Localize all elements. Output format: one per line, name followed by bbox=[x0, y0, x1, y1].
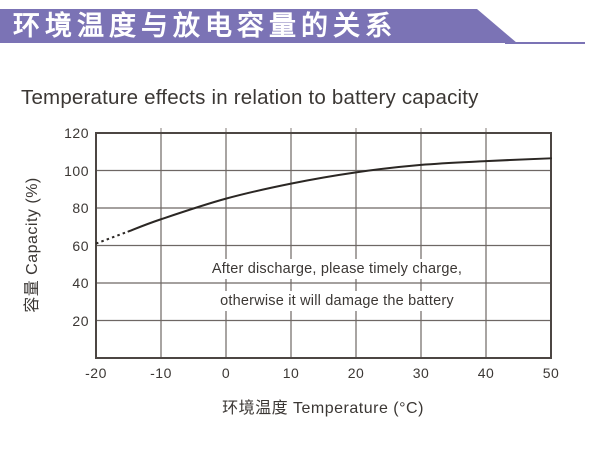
banner-accent-line bbox=[505, 41, 585, 44]
y-tick-label: 20 bbox=[72, 312, 89, 329]
x-tick-label: -20 bbox=[85, 365, 107, 381]
x-tick-label: 40 bbox=[477, 365, 495, 381]
plot-border bbox=[95, 132, 552, 359]
capacity-curve-dashed bbox=[95, 230, 129, 245]
x-tick-label: 30 bbox=[412, 365, 430, 381]
capacity-curve bbox=[127, 157, 552, 233]
y-tick-label: 60 bbox=[72, 237, 89, 254]
x-tick-label: 50 bbox=[542, 365, 560, 381]
x-tick-label: 10 bbox=[282, 365, 300, 381]
chart-annotation-line-2: otherwise it will damage the battery bbox=[214, 291, 460, 311]
x-tick-label: 0 bbox=[221, 365, 231, 381]
x-tick-label: -10 bbox=[150, 365, 172, 381]
y-tick-label: 100 bbox=[64, 162, 89, 179]
x-tick-label: 20 bbox=[347, 365, 365, 381]
y-tick-label: 40 bbox=[72, 275, 89, 291]
header-banner: 环境温度与放电容量的关系 bbox=[0, 9, 517, 43]
banner-title: 环境温度与放电容量的关系 bbox=[13, 11, 397, 41]
y-axis-title: 容量 Capacity (%) bbox=[24, 177, 41, 313]
y-tick-label: 120 bbox=[64, 125, 89, 141]
y-tick-label: 80 bbox=[72, 200, 89, 216]
x-axis-title: 环境温度 Temperature (°C) bbox=[222, 400, 424, 417]
chart-annotation-line-1: After discharge, please timely charge, bbox=[205, 259, 469, 279]
page-title: Temperature effects in relation to batte… bbox=[21, 86, 479, 109]
